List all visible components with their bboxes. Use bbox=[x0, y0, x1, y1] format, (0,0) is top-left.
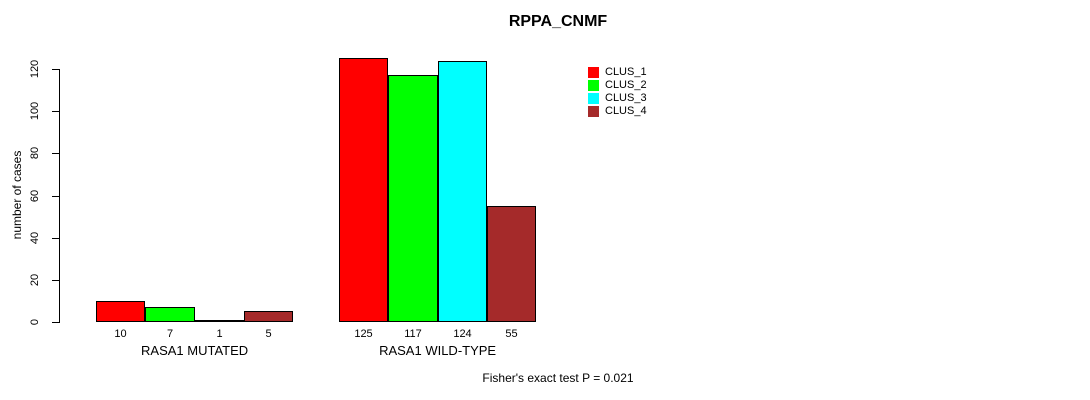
bar-clus_2-group1 bbox=[145, 307, 195, 322]
legend-label: CLUS_2 bbox=[605, 79, 647, 91]
y-tick-label: 20 bbox=[29, 273, 41, 287]
y-tick-label: 120 bbox=[29, 59, 41, 79]
chart-title: RPPA_CNMF bbox=[508, 13, 608, 30]
bar-clus_2-group2 bbox=[388, 75, 438, 322]
y-tick-label: 100 bbox=[29, 101, 41, 121]
legend-item-clus_4: CLUS_4 bbox=[588, 105, 647, 118]
bar-value-label: 7 bbox=[166, 328, 174, 340]
y-axis-label: number of cases bbox=[10, 150, 24, 240]
legend: CLUS_1 CLUS_2 CLUS_3 CLUS_4 bbox=[588, 66, 647, 118]
y-tick bbox=[52, 153, 59, 154]
legend-swatch bbox=[588, 67, 599, 78]
bar-value-label: 124 bbox=[453, 328, 472, 340]
y-tick bbox=[52, 69, 59, 70]
bar-value-label: 10 bbox=[114, 328, 127, 340]
legend-swatch bbox=[588, 106, 599, 117]
bar-clus_3-group1 bbox=[195, 320, 244, 322]
y-tick bbox=[52, 322, 59, 323]
group-label: RASA1 WILD-TYPE bbox=[379, 343, 497, 358]
legend-label: CLUS_1 bbox=[605, 66, 647, 78]
bar-clus_4-group2 bbox=[487, 206, 536, 322]
y-tick-label: 40 bbox=[29, 231, 41, 245]
bar-clus_4-group1 bbox=[244, 311, 293, 322]
y-tick-label: 0 bbox=[29, 318, 41, 326]
legend-label: CLUS_3 bbox=[605, 92, 647, 104]
y-tick bbox=[52, 196, 59, 197]
bar-clus_1-group2 bbox=[339, 58, 388, 322]
legend-label: CLUS_4 bbox=[605, 105, 647, 117]
footer-note: Fisher's exact test P = 0.021 bbox=[482, 371, 634, 385]
y-tick bbox=[52, 280, 59, 281]
bar-value-label: 1 bbox=[216, 328, 223, 340]
legend-swatch bbox=[588, 93, 599, 104]
bar-clus_1-group1 bbox=[96, 301, 145, 322]
legend-swatch bbox=[588, 80, 599, 91]
bar-clus_3-group2 bbox=[438, 61, 487, 322]
legend-item-clus_1: CLUS_1 bbox=[588, 66, 647, 79]
y-tick bbox=[52, 111, 59, 112]
y-tick-label: 60 bbox=[29, 189, 41, 203]
bar-value-label: 117 bbox=[404, 328, 422, 340]
y-tick bbox=[52, 238, 59, 239]
bar-value-label: 55 bbox=[505, 328, 518, 340]
y-axis-line bbox=[59, 69, 60, 323]
y-tick-label: 80 bbox=[29, 146, 41, 160]
legend-item-clus_3: CLUS_3 bbox=[588, 92, 647, 105]
bar-value-label: 5 bbox=[265, 328, 272, 340]
legend-item-clus_2: CLUS_2 bbox=[588, 79, 647, 92]
bar-value-label: 125 bbox=[354, 328, 373, 340]
group-label: RASA1 MUTATED bbox=[141, 343, 249, 358]
